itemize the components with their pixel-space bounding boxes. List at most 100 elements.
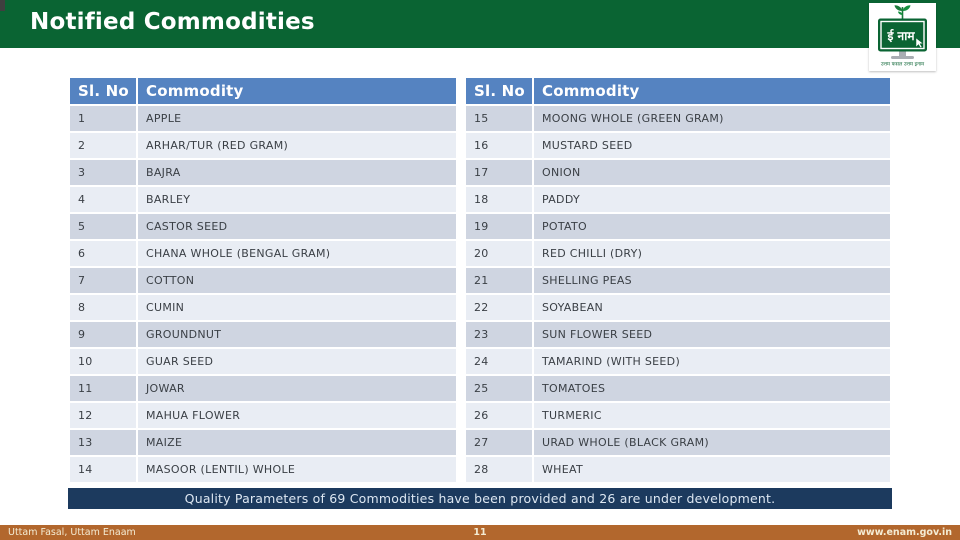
table-row: 27 URAD WHOLE (BLACK GRAM) (466, 430, 890, 455)
table-row: 25 TOMATOES (466, 376, 890, 401)
table-row: 26 TURMERIC (466, 403, 890, 428)
row-slno: 5 (70, 214, 136, 239)
row-commodity: MUSTARD SEED (534, 133, 890, 158)
row-commodity: POTATO (534, 214, 890, 239)
table-row: 15 MOONG WHOLE (GREEN GRAM) (466, 106, 890, 131)
table-row: 13 MAIZE (70, 430, 456, 455)
page-title: Notified Commodities (30, 9, 315, 35)
column-header-slno: Sl. No (466, 78, 532, 104)
table-header-row: Sl. No Commodity (70, 78, 456, 104)
row-slno: 18 (466, 187, 532, 212)
row-commodity: TAMARIND (WITH SEED) (534, 349, 890, 374)
page-number: 11 (473, 527, 487, 538)
row-commodity: TURMERIC (534, 403, 890, 428)
table-row: 19 POTATO (466, 214, 890, 239)
row-slno: 23 (466, 322, 532, 347)
row-slno: 11 (70, 376, 136, 401)
row-slno: 26 (466, 403, 532, 428)
table-row: 2 ARHAR/TUR (RED GRAM) (70, 133, 456, 158)
corner-notch (0, 0, 5, 11)
row-slno: 1 (70, 106, 136, 131)
row-commodity: CHANA WHOLE (BENGAL GRAM) (138, 241, 456, 266)
row-slno: 10 (70, 349, 136, 374)
row-slno: 22 (466, 295, 532, 320)
row-slno: 24 (466, 349, 532, 374)
row-slno: 12 (70, 403, 136, 428)
row-commodity: RED CHILLI (DRY) (534, 241, 890, 266)
table-row: 11 JOWAR (70, 376, 456, 401)
row-slno: 25 (466, 376, 532, 401)
row-commodity: GROUNDNUT (138, 322, 456, 347)
table-row: 18 PADDY (466, 187, 890, 212)
table-row: 6 CHANA WHOLE (BENGAL GRAM) (70, 241, 456, 266)
table-row: 1 APPLE (70, 106, 456, 131)
row-slno: 13 (70, 430, 136, 455)
row-commodity: JOWAR (138, 376, 456, 401)
row-slno: 9 (70, 322, 136, 347)
enam-logo: ई नाम उत्तम फसल उत्तम इनाम (869, 3, 936, 71)
footer-bar: Uttam Fasal, Uttam Enaam 11 www.enam.gov… (0, 525, 960, 540)
row-slno: 7 (70, 268, 136, 293)
row-slno: 3 (70, 160, 136, 185)
row-slno: 8 (70, 295, 136, 320)
row-slno: 2 (70, 133, 136, 158)
row-commodity: MOONG WHOLE (GREEN GRAM) (534, 106, 890, 131)
commodities-tables: Sl. No Commodity 1 APPLE 2 ARHAR/TUR (RED G… (68, 76, 892, 484)
row-commodity: WHEAT (534, 457, 890, 482)
table-header-row: Sl. No Commodity (466, 78, 890, 104)
table-row: 9 GROUNDNUT (70, 322, 456, 347)
row-commodity: SHELLING PEAS (534, 268, 890, 293)
logo-tagline: उत्तम फसल उत्तम इनाम (881, 62, 925, 68)
table-row: 28 WHEAT (466, 457, 890, 482)
row-slno: 16 (466, 133, 532, 158)
table-row: 20 RED CHILLI (DRY) (466, 241, 890, 266)
row-slno: 6 (70, 241, 136, 266)
logo-screen-text: ई नाम (886, 29, 915, 43)
row-slno: 17 (466, 160, 532, 185)
row-commodity: ONION (534, 160, 890, 185)
row-commodity: CASTOR SEED (138, 214, 456, 239)
table-row: 10 GUAR SEED (70, 349, 456, 374)
row-slno: 27 (466, 430, 532, 455)
enam-logo-icon: ई नाम उत्तम फसल उत्तम इनाम (878, 5, 927, 68)
row-commodity: SOYABEAN (534, 295, 890, 320)
column-header-commodity: Commodity (534, 78, 890, 104)
row-commodity: URAD WHOLE (BLACK GRAM) (534, 430, 890, 455)
table-row: 12 MAHUA FLOWER (70, 403, 456, 428)
commodities-table-right: Sl. No Commodity 15 MOONG WHOLE (GREEN GR… (464, 76, 892, 484)
table-row: 8 CUMIN (70, 295, 456, 320)
row-commodity: SUN FLOWER SEED (534, 322, 890, 347)
row-commodity: ARHAR/TUR (RED GRAM) (138, 133, 456, 158)
row-commodity: MAHUA FLOWER (138, 403, 456, 428)
row-commodity: APPLE (138, 106, 456, 131)
footer-slogan: Uttam Fasal, Uttam Enaam (8, 527, 136, 538)
table-row: 24 TAMARIND (WITH SEED) (466, 349, 890, 374)
table-row: 14 MASOOR (LENTIL) WHOLE (70, 457, 456, 482)
table-row: 21 SHELLING PEAS (466, 268, 890, 293)
column-header-slno: Sl. No (70, 78, 136, 104)
table-row: 16 MUSTARD SEED (466, 133, 890, 158)
row-commodity: CUMIN (138, 295, 456, 320)
row-slno: 21 (466, 268, 532, 293)
table-row: 4 BARLEY (70, 187, 456, 212)
row-commodity: BAJRA (138, 160, 456, 185)
row-slno: 14 (70, 457, 136, 482)
footer-website: www.enam.gov.in (857, 527, 952, 538)
row-commodity: GUAR SEED (138, 349, 456, 374)
row-slno: 19 (466, 214, 532, 239)
column-header-commodity: Commodity (138, 78, 456, 104)
row-commodity: COTTON (138, 268, 456, 293)
row-commodity: PADDY (534, 187, 890, 212)
row-slno: 20 (466, 241, 532, 266)
row-slno: 15 (466, 106, 532, 131)
commodities-table-left: Sl. No Commodity 1 APPLE 2 ARHAR/TUR (RED G… (68, 76, 458, 484)
table-row: 5 CASTOR SEED (70, 214, 456, 239)
table-row: 23 SUN FLOWER SEED (466, 322, 890, 347)
row-commodity: MASOOR (LENTIL) WHOLE (138, 457, 456, 482)
title-band (0, 0, 960, 48)
table-row: 3 BAJRA (70, 160, 456, 185)
table-row: 17 ONION (466, 160, 890, 185)
table-row: 22 SOYABEAN (466, 295, 890, 320)
quality-note: Quality Parameters of 69 Commodities hav… (68, 488, 892, 509)
